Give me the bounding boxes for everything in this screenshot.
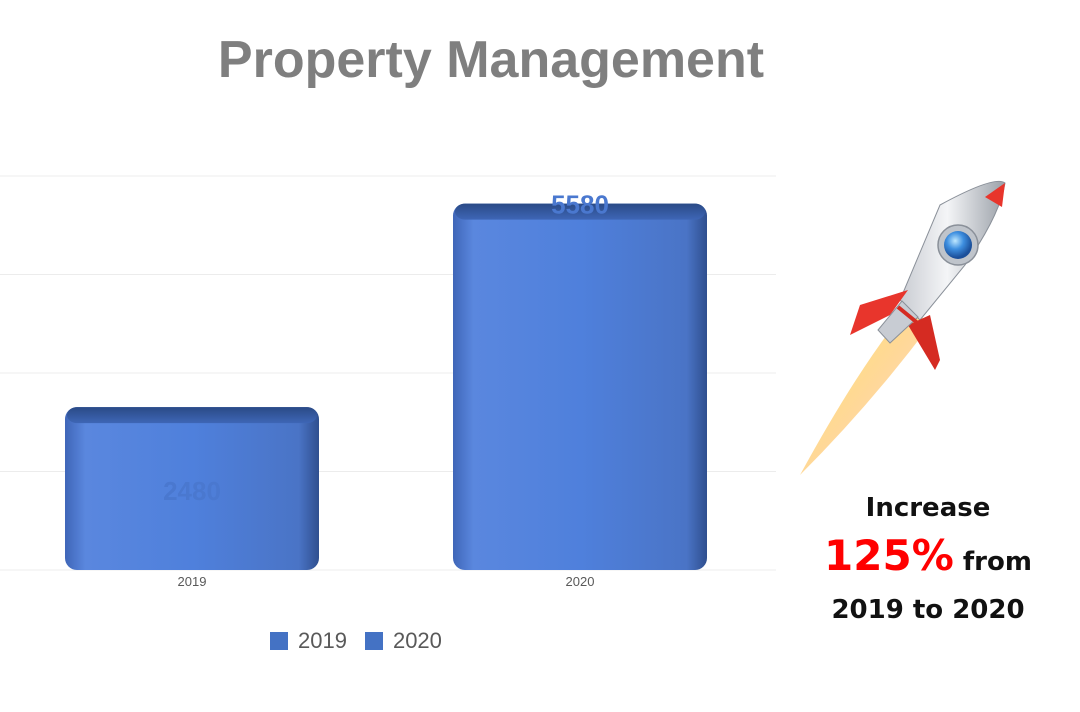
- bar-top-2020: [455, 203, 705, 220]
- bar-body-2020: [453, 203, 707, 570]
- x-tick-label-2019: 2019: [178, 574, 207, 589]
- bar-2019: [65, 407, 319, 570]
- callout-from: from: [953, 547, 1032, 577]
- legend-label-2020: 2020: [392, 628, 442, 653]
- legend-swatch-2019: [270, 632, 288, 650]
- data-label-2019: 2480: [163, 476, 221, 506]
- x-tick-label-2020: 2020: [566, 574, 595, 589]
- bar-body-2019: [65, 407, 319, 570]
- chart-title: Property Management: [217, 31, 765, 89]
- legend-item-2019: 2019: [270, 628, 347, 654]
- callout-line-2: 125% from: [800, 528, 1056, 590]
- callout-line-1: Increase: [865, 493, 991, 523]
- increase-callout: Increase 125% from 2019 to 2020: [800, 488, 1056, 630]
- legend-item-2020: 2020: [364, 628, 442, 654]
- bar-2020: [453, 203, 707, 570]
- bar-chart: 2480 2019 5580 2020: [0, 175, 776, 589]
- data-label-2020: 5580: [551, 190, 609, 220]
- callout-percent: 125%: [824, 531, 954, 580]
- callout-line-3: 2019 to 2020: [831, 595, 1025, 625]
- rocket-icon: [800, 180, 1006, 475]
- chart-legend: 2019 2020: [270, 628, 442, 654]
- legend-swatch-2020: [364, 632, 383, 650]
- legend-label-2019: 2019: [298, 628, 347, 653]
- bar-top-2019: [67, 407, 317, 424]
